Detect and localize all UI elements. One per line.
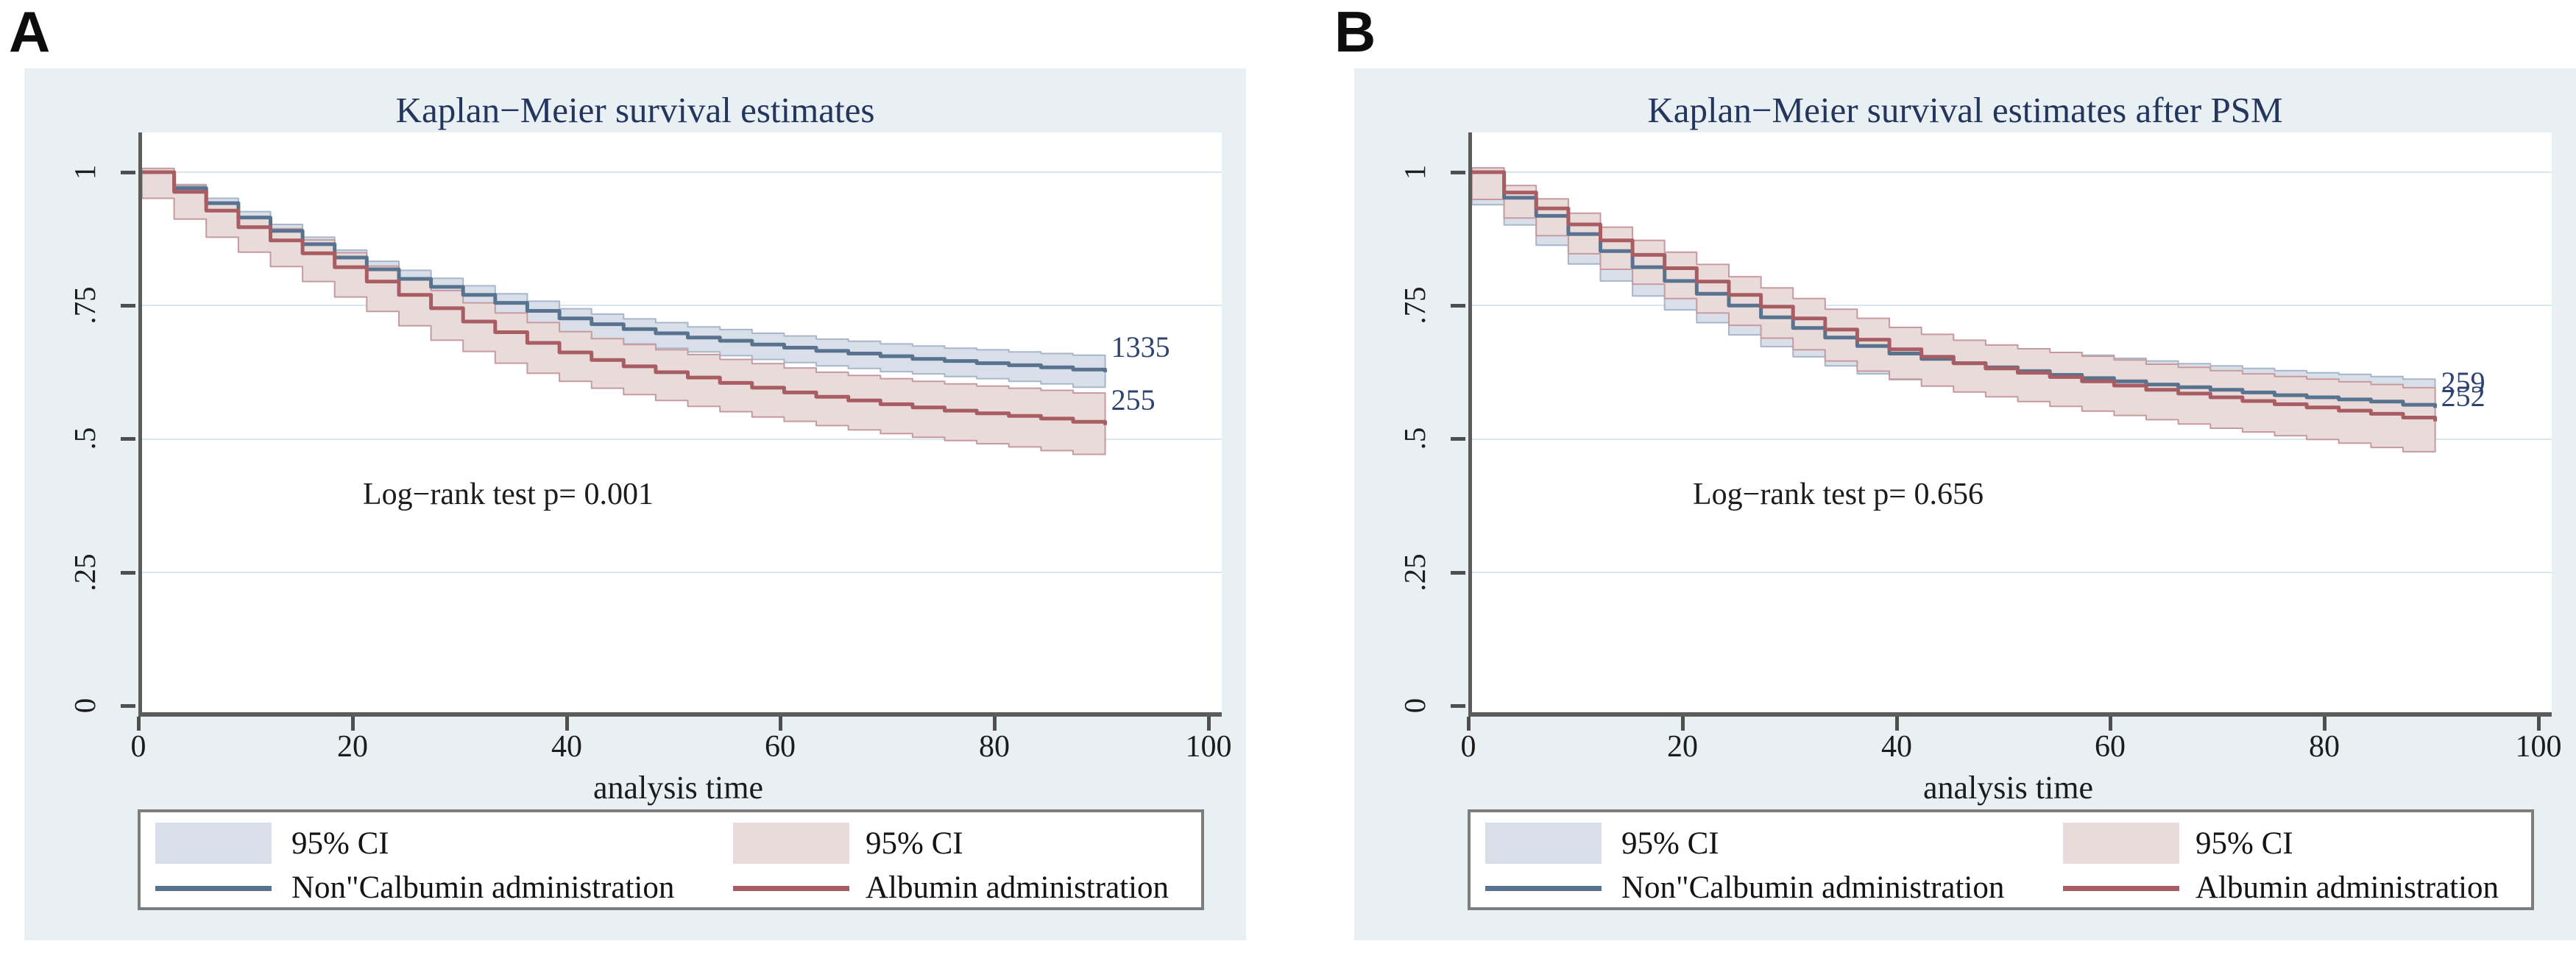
panel-letter-a: A <box>9 0 51 64</box>
x-tick-label: 0 <box>130 730 146 764</box>
y-tick-label: .75 <box>68 286 102 324</box>
gridline-075 <box>1472 305 2552 306</box>
y-tick-label: 0 <box>1398 698 1432 714</box>
y-tick-label: 1 <box>68 164 102 180</box>
x-tick <box>565 717 569 731</box>
legend-series-red-label: Albumin administration <box>2195 870 2499 905</box>
chart-title: Kaplan−Meier survival estimates after PS… <box>1647 90 2283 130</box>
km-curves-svg <box>1472 167 2438 453</box>
x-tick <box>1467 717 1471 731</box>
legend-series-red-label: Albumin administration <box>866 870 1170 905</box>
gridline-1 <box>1472 171 2552 173</box>
x-tick <box>993 717 997 731</box>
panel-letter-b: B <box>1334 0 1376 64</box>
km-panel-b: Kaplan−Meier survival estimates after PS… <box>1354 68 2576 940</box>
y-tick-label: .25 <box>68 553 102 592</box>
plot-area: Log−rank test p= 0.656 259 252 <box>1468 132 2552 717</box>
chart-title: Kaplan−Meier survival estimates <box>395 90 875 130</box>
gridline-025 <box>142 572 1222 573</box>
y-tick-label: .75 <box>1398 286 1432 324</box>
km-curves-svg <box>142 167 1108 455</box>
gridline-075 <box>142 305 1222 306</box>
x-tick-label: 80 <box>2309 730 2340 764</box>
x-tick <box>137 717 141 731</box>
logrank-annotation: Log−rank test p= 0.001 <box>363 478 654 511</box>
x-tick-label: 40 <box>551 730 582 764</box>
plot-area: Log−rank test p= 0.001 1335 255 <box>138 132 1222 717</box>
ci-band <box>1472 167 2436 453</box>
y-tick <box>1451 704 1465 708</box>
x-tick-label: 0 <box>1460 730 1476 764</box>
survival-line <box>1472 170 2438 422</box>
y-tick-label: .25 <box>1398 553 1432 592</box>
x-tick <box>351 717 355 731</box>
y-tick <box>1451 437 1465 441</box>
y-tick-label: 1 <box>1398 164 1432 180</box>
x-tick-label: 100 <box>2515 730 2562 764</box>
ci-swatch-red <box>733 823 849 864</box>
y-tick <box>1451 171 1465 174</box>
x-axis-title: analysis time <box>1923 770 2093 806</box>
y-tick <box>121 571 135 575</box>
km-panel-a: Kaplan−Meier survival estimates Log−rank… <box>24 68 1246 940</box>
y-tick <box>121 304 135 308</box>
y-tick <box>121 437 135 441</box>
x-tick-label: 80 <box>979 730 1010 764</box>
gridline-025 <box>1472 572 2552 573</box>
legend-series-blue-label: Non"Calbumin administration <box>291 870 675 905</box>
line-swatch-red <box>733 886 849 891</box>
x-tick-label: 20 <box>337 730 368 764</box>
gridline-05 <box>1472 439 2552 440</box>
ci-swatch-blue <box>155 823 272 864</box>
legend-ci-blue-label: 95% CI <box>291 826 389 861</box>
x-tick-label: 20 <box>1667 730 1698 764</box>
x-tick-label: 60 <box>2095 730 2126 764</box>
x-tick-label: 40 <box>1881 730 1912 764</box>
y-tick-label: 0 <box>68 698 102 714</box>
x-tick <box>2323 717 2326 731</box>
legend-ci-red-label: 95% CI <box>866 826 963 861</box>
x-tick <box>2537 717 2541 731</box>
x-tick-label: 60 <box>765 730 796 764</box>
x-tick-label: 100 <box>1185 730 1232 764</box>
y-tick-label: .5 <box>68 427 102 450</box>
legend-box: 95% CI 95% CI Non"Calbumin administratio… <box>1468 809 2534 910</box>
ci-swatch-blue <box>1485 823 1602 864</box>
x-axis-title: analysis time <box>593 770 763 806</box>
gridline-1 <box>142 171 1222 173</box>
legend-series-blue-label: Non"Calbumin administration <box>1621 870 2005 905</box>
x-tick <box>1895 717 1899 731</box>
y-tick <box>121 171 135 174</box>
y-tick <box>1451 571 1465 575</box>
y-tick <box>121 704 135 708</box>
at-risk-count-blue: 259 <box>2441 366 2485 400</box>
legend-ci-red-label: 95% CI <box>2195 826 2293 861</box>
x-tick <box>1681 717 1685 731</box>
y-tick <box>1451 304 1465 308</box>
at-risk-count-red: 252 <box>2441 379 2485 413</box>
line-swatch-blue <box>155 886 272 891</box>
logrank-annotation: Log−rank test p= 0.656 <box>1693 478 1984 511</box>
line-swatch-blue <box>1485 886 1602 891</box>
line-swatch-red <box>2063 886 2179 891</box>
at-risk-count-blue: 1335 <box>1111 330 1170 363</box>
survival-line <box>142 170 1108 425</box>
ci-swatch-red <box>2063 823 2179 864</box>
y-tick-label: .5 <box>1398 427 1432 450</box>
ci-band <box>142 167 1106 455</box>
legend-box: 95% CI 95% CI Non"Calbumin administratio… <box>138 809 1204 910</box>
legend-ci-blue-label: 95% CI <box>1621 826 1719 861</box>
x-tick <box>779 717 782 731</box>
x-tick <box>1207 717 1211 731</box>
x-tick <box>2109 717 2112 731</box>
at-risk-count-red: 255 <box>1111 383 1156 416</box>
gridline-05 <box>142 439 1222 440</box>
